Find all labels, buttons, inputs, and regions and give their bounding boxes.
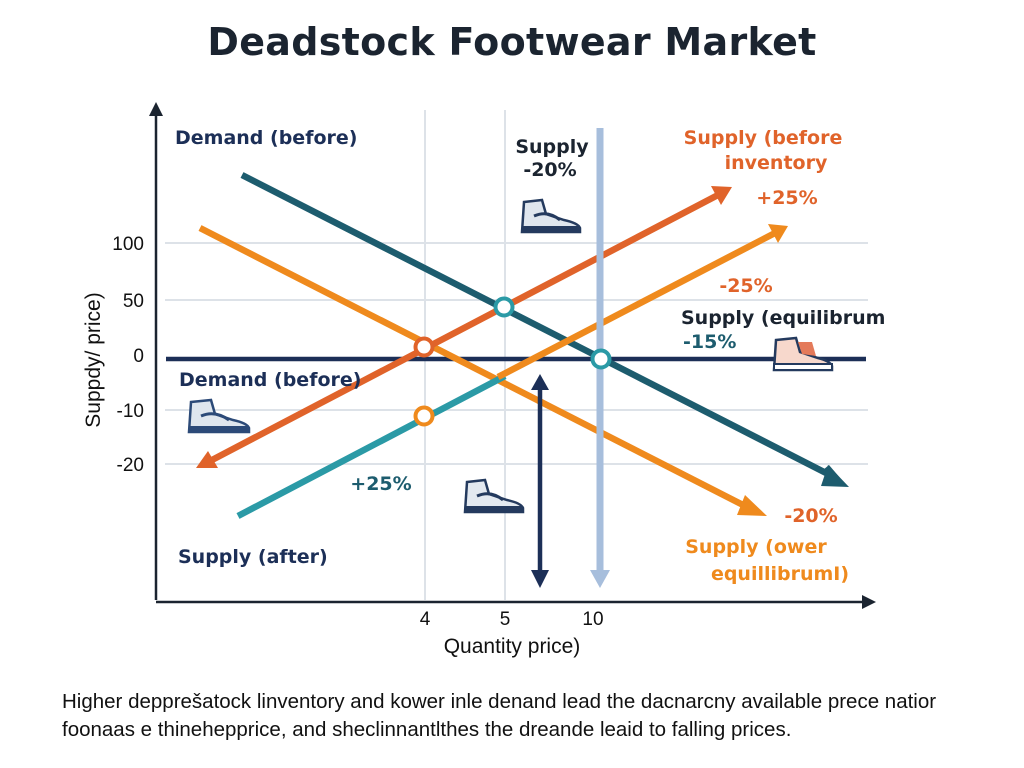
- y-tick-labels: 100 50 0 -10 -20: [112, 234, 144, 476]
- annotation-supply-equilibrium: Supply (equilibrum: [681, 307, 885, 329]
- marker-red-orange: [413, 336, 435, 358]
- markers: [413, 296, 612, 427]
- annotation-minus25-right: -25%: [719, 275, 772, 297]
- y-tick-label: 100: [112, 234, 144, 255]
- sneaker-icon: [187, 398, 251, 434]
- series-arrowhead-dark-teal-icon: [821, 465, 849, 487]
- annotation-minus20-bottom: -20%: [784, 505, 837, 527]
- annotations: Demand (before) Supply -20% Supply (befo…: [175, 127, 885, 585]
- light-blue-down-arrow-icon: [590, 570, 610, 588]
- marker-teal-right: [590, 348, 612, 370]
- annotation-supply-top: Supply: [515, 136, 589, 158]
- x-tick-label: 4: [420, 609, 431, 630]
- annotation-supply-after: Supply (after): [178, 546, 328, 568]
- caption-line: Higher depprešatock linventory and kower…: [62, 690, 937, 713]
- annotation-demand-before-top: Demand (before): [175, 127, 357, 149]
- navy-up-arrow-icon: [531, 374, 549, 390]
- x-axis-label: Quantity price): [444, 635, 581, 658]
- y-tick-label: 50: [123, 291, 144, 312]
- sneaker-icon: [520, 198, 582, 234]
- series-line-demand-orange: [198, 225, 747, 509]
- series-line-supply-teal: [236, 373, 507, 519]
- annotation-supply-before: Supply (before: [684, 127, 843, 149]
- series-arrowhead-red-orange-down-icon: [196, 451, 218, 468]
- grid: [165, 110, 868, 600]
- chart-caption: Higher depprešatock linventory and kower…: [62, 688, 982, 744]
- annotation-supply-top-pct: -20%: [523, 159, 576, 181]
- chart-title: Deadstock Footwear Market: [207, 20, 817, 64]
- series-arrowhead-red-orange-up-icon: [711, 186, 732, 205]
- sneaker-icon: [463, 478, 525, 514]
- x-axis-arrow-icon: [862, 595, 876, 609]
- series-line-demand-dark-teal: [240, 172, 830, 477]
- caption-line: foonaas e thinehepprice, and sheclinnant…: [62, 718, 792, 741]
- x-tick-label: 5: [500, 609, 511, 630]
- y-axis-label: Suppdy/ price): [82, 292, 105, 427]
- series-lines: [196, 172, 849, 519]
- annotation-demand-before-left: Demand (before): [179, 369, 361, 391]
- series-line-supply-red-orange: [210, 192, 720, 463]
- series-arrowhead-orange-down-icon: [737, 495, 767, 516]
- x-tick-labels: 4 5 10: [420, 609, 604, 630]
- y-axis-arrow-icon: [149, 102, 163, 116]
- series-arrowhead-orange-up-icon: [768, 224, 788, 243]
- y-tick-label: -20: [117, 455, 144, 476]
- navy-down-arrow-icon: [531, 570, 549, 588]
- annotation-plus25-left: +25%: [350, 473, 411, 495]
- y-tick-label: 0: [133, 346, 144, 367]
- series-line-supply-orange: [496, 230, 777, 380]
- annotation-plus25-right: +25%: [756, 187, 817, 209]
- sneaker-icon: [772, 336, 834, 372]
- axes: [149, 102, 876, 609]
- marker-teal-upper: [493, 296, 515, 318]
- y-tick-label: -10: [117, 401, 144, 422]
- annotation-supply-before-inventory: inventory: [725, 152, 828, 174]
- annotation-supply-lower-equilibrium: equillibrumI): [711, 563, 849, 585]
- annotation-supply-lower: Supply (ower: [685, 536, 827, 558]
- annotation-supply-equilibrium-pct: -15%: [683, 331, 736, 353]
- x-tick-label: 10: [582, 609, 603, 630]
- marker-orange-lower: [413, 405, 435, 427]
